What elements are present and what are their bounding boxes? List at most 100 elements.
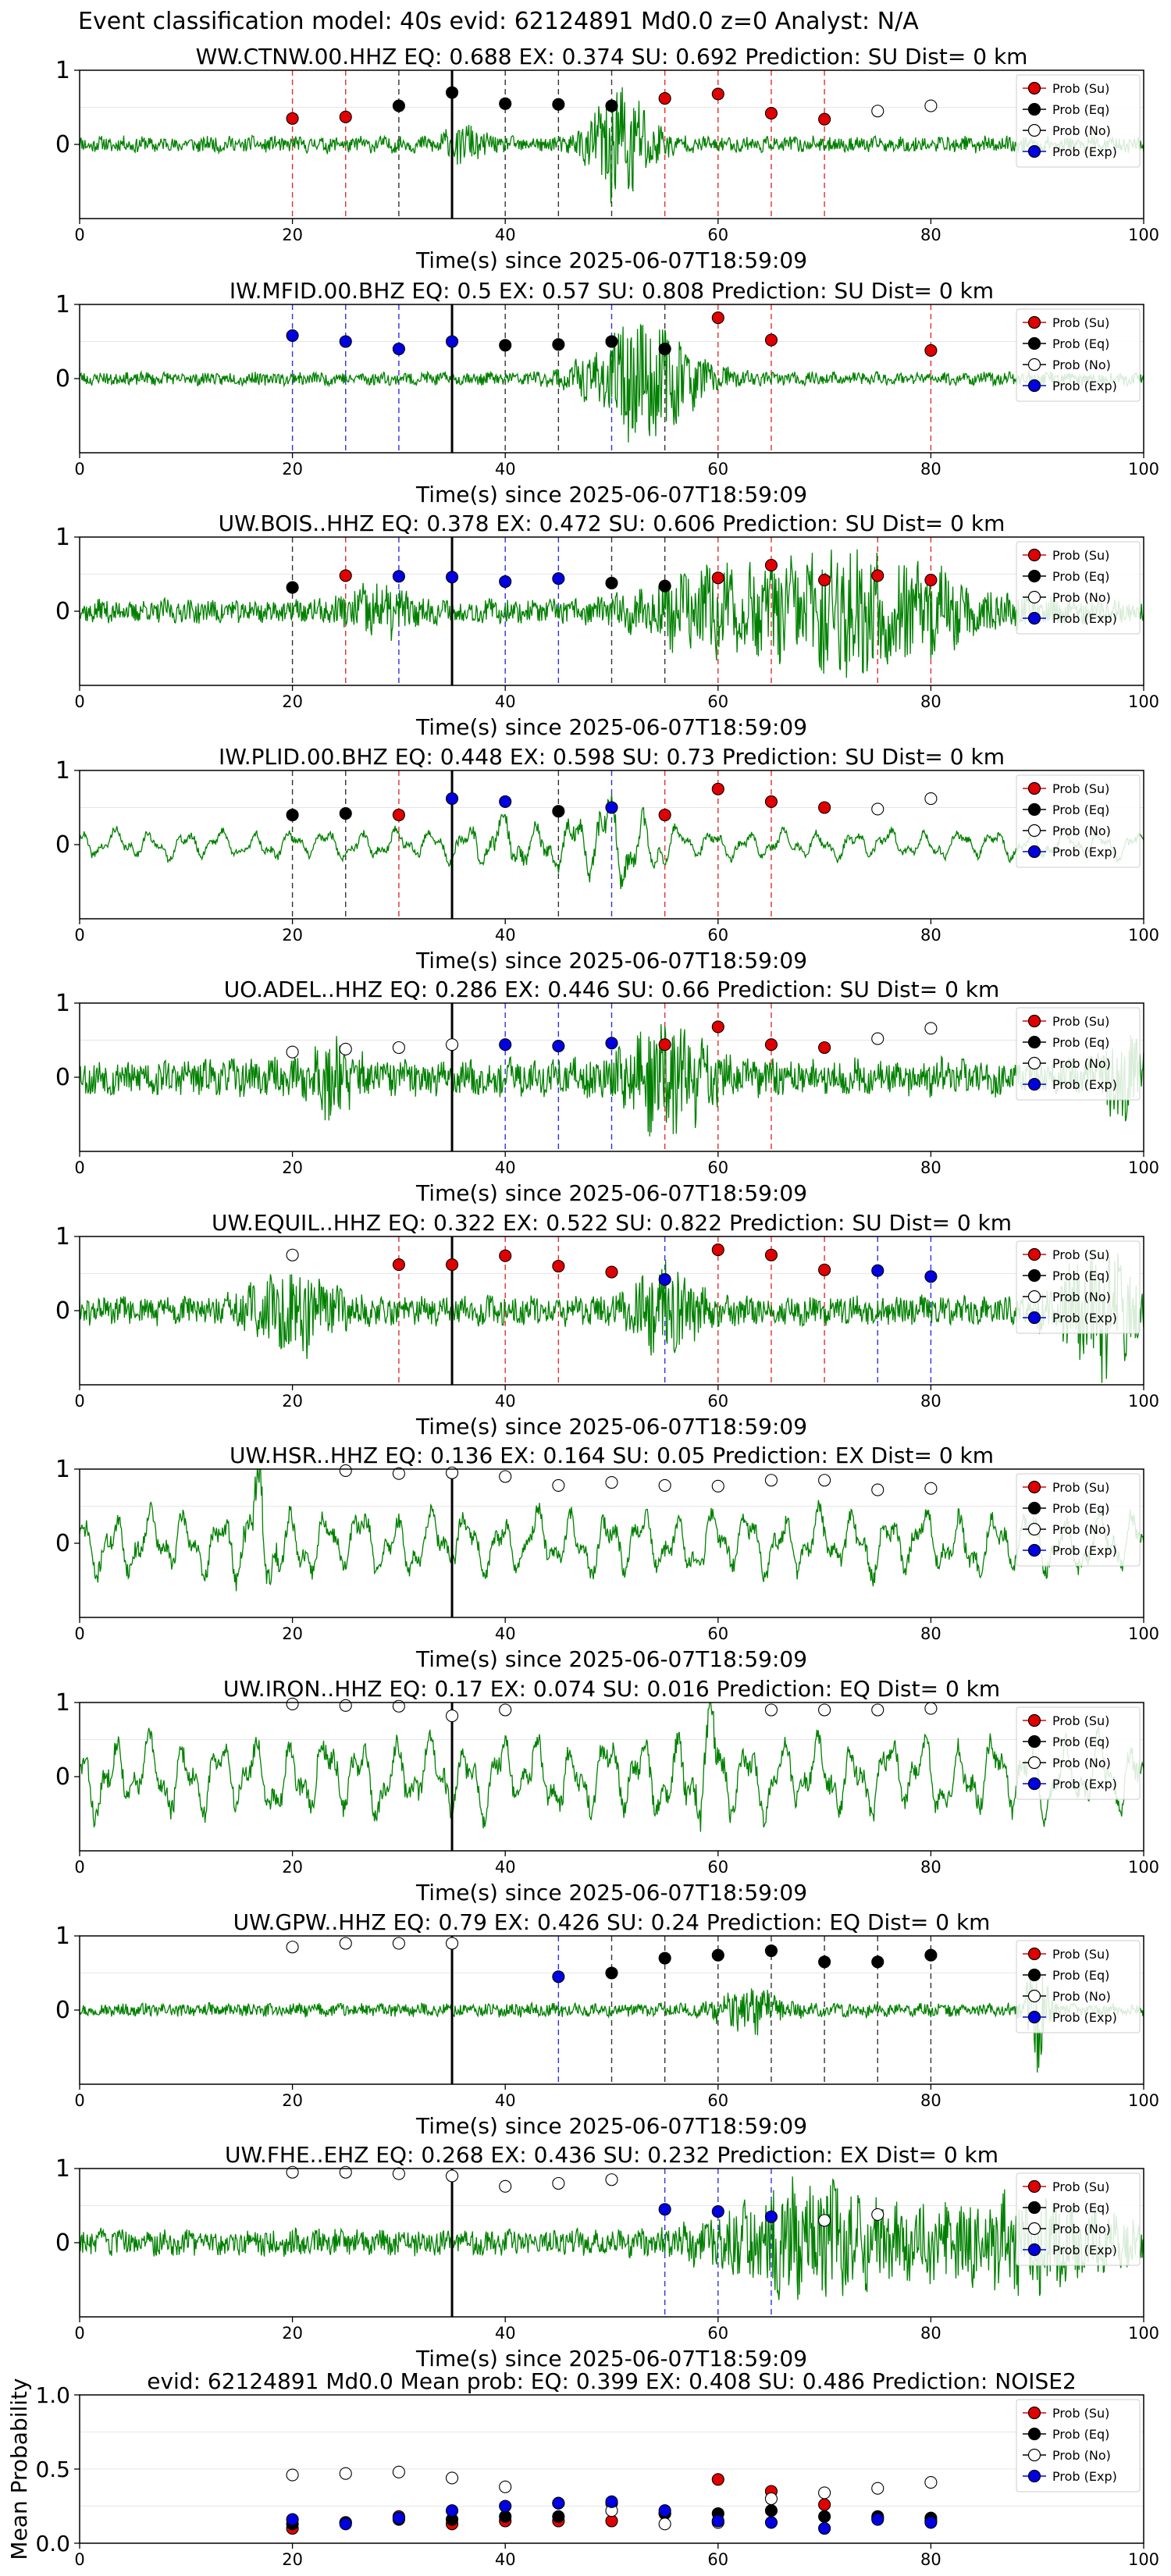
x-tick-label: 60: [707, 1624, 728, 1643]
y-tick-label: 0: [55, 598, 70, 625]
point-no: [818, 2214, 831, 2227]
point-exp: [605, 801, 618, 814]
y-tick-label: 1: [55, 57, 70, 84]
legend-marker-no: [1027, 2222, 1041, 2236]
x-tick-label: 100: [1128, 1624, 1159, 1643]
legend-marker-eq: [1027, 336, 1041, 350]
point-su: [339, 569, 352, 582]
x-tick-label: 100: [1128, 2550, 1159, 2569]
panel-title: UW.IRON..HHZ EQ: 0.17 EX: 0.074 SU: 0.01…: [223, 1676, 1000, 1702]
waveform-trace: [80, 323, 1144, 443]
point-su: [711, 87, 724, 101]
legend-marker-exp: [1027, 1311, 1041, 1325]
y-tick-label: 0: [55, 365, 70, 393]
legend-label-su: Prob (Su): [1052, 548, 1109, 563]
point-su: [392, 808, 405, 822]
point-su: [764, 1248, 778, 1261]
plot-frame: [79, 1702, 1144, 1852]
legend-marker-eq: [1027, 1035, 1041, 1049]
legend-marker-no: [1027, 1989, 1041, 2003]
point-no: [286, 1697, 299, 1710]
legend-marker-su: [1027, 1480, 1041, 1494]
x-tick-label: 40: [495, 2550, 516, 2569]
x-tick-label: 80: [920, 226, 941, 244]
point-eq: [764, 2504, 778, 2517]
x-tick-label: 60: [707, 1158, 728, 1177]
legend-marker-exp: [1027, 379, 1041, 393]
x-tick-label: 0: [74, 226, 84, 244]
panel-11: evid: 62124891 Md0.0 Mean prob: EQ: 0.39…: [6, 2368, 1159, 2569]
legend-label-eq: Prob (Eq): [1052, 2427, 1109, 2442]
point-eq: [499, 97, 512, 110]
x-tick-label: 60: [707, 926, 728, 945]
y-tick-label: 1: [55, 291, 70, 318]
point-su: [711, 311, 724, 325]
point-su: [339, 110, 352, 123]
y-tick-label: 0: [55, 1297, 70, 1325]
legend-marker-su: [1027, 1014, 1041, 1028]
point-no: [764, 2492, 778, 2506]
point-eq: [339, 807, 352, 820]
legend-label-exp: Prob (Exp): [1052, 1777, 1117, 1791]
legend-marker-no: [1027, 2448, 1041, 2462]
point-eq: [445, 86, 459, 99]
y-tick-label: 1: [55, 2155, 70, 2183]
legend-box: [1016, 1240, 1141, 1334]
legend-marker-eq: [1027, 1735, 1041, 1749]
panel-title: UO.ADEL..HHZ EQ: 0.286 EX: 0.446 SU: 0.6…: [224, 977, 1000, 1002]
panel-2: IW.MFID.00.BHZ EQ: 0.5 EX: 0.57 SU: 0.80…: [55, 278, 1159, 507]
point-exp: [552, 1040, 565, 1053]
y-tick-label: 0: [55, 2229, 70, 2257]
legend-label-eq: Prob (Eq): [1052, 2201, 1109, 2215]
point-su: [818, 1263, 831, 1276]
point-no: [286, 2468, 299, 2482]
point-eq: [658, 342, 671, 356]
point-exp: [924, 1270, 938, 1283]
point-no: [764, 1703, 778, 1717]
point-no: [924, 99, 938, 112]
point-eq: [286, 808, 299, 822]
x-tick-label: 40: [495, 1624, 516, 1643]
panel-8: UW.IRON..HHZ EQ: 0.17 EX: 0.074 SU: 0.01…: [55, 1676, 1159, 1905]
legend-label-eq: Prob (Eq): [1052, 102, 1109, 117]
point-su: [818, 2498, 831, 2511]
point-eq: [499, 339, 512, 352]
point-eq: [499, 2510, 512, 2523]
legend-marker-eq: [1027, 102, 1041, 116]
panel-title: evid: 62124891 Md0.0 Mean prob: EQ: 0.39…: [147, 2368, 1077, 2394]
x-tick-label: 80: [920, 2324, 941, 2343]
point-no: [499, 2480, 512, 2493]
x-tick-label: 100: [1128, 226, 1159, 244]
panel-title: UW.HSR..HHZ EQ: 0.136 EX: 0.164 SU: 0.05…: [230, 1443, 994, 1468]
waveform-trace: [80, 1023, 1144, 1137]
point-no: [499, 2179, 512, 2193]
legend-marker-su: [1027, 1947, 1041, 1961]
point-su: [605, 1265, 618, 1279]
x-tick-label: 40: [495, 1858, 516, 1877]
point-exp: [499, 795, 512, 808]
legend-marker-no: [1027, 590, 1041, 604]
legend-label-su: Prob (Su): [1052, 781, 1109, 796]
x-axis-label: Time(s) since 2025-06-07T18:59:09: [415, 1414, 807, 1439]
point-no: [552, 2176, 565, 2190]
panel-3: UW.BOIS..HHZ EQ: 0.378 EX: 0.472 SU: 0.6…: [55, 511, 1159, 740]
plot-frame: [79, 1468, 1144, 1618]
x-tick-label: 80: [920, 926, 941, 945]
point-exp: [339, 335, 352, 348]
legend-marker-exp: [1027, 144, 1041, 158]
point-eq: [552, 2510, 565, 2523]
point-exp: [764, 2516, 778, 2529]
x-tick-label: 0: [74, 1858, 84, 1877]
legend-marker-exp: [1027, 2243, 1041, 2257]
y-tick-label: 1: [55, 1456, 70, 1483]
point-exp: [605, 2495, 618, 2508]
point-no: [339, 1464, 352, 1477]
point-exp: [711, 2514, 724, 2528]
point-no: [871, 2482, 884, 2495]
point-exp: [764, 2210, 778, 2223]
point-su: [871, 569, 884, 582]
legend-marker-exp: [1027, 845, 1041, 859]
legend-box: [1016, 1940, 1141, 2033]
y-tick-label: 0: [55, 1763, 70, 1791]
legend-marker-no: [1027, 824, 1041, 838]
